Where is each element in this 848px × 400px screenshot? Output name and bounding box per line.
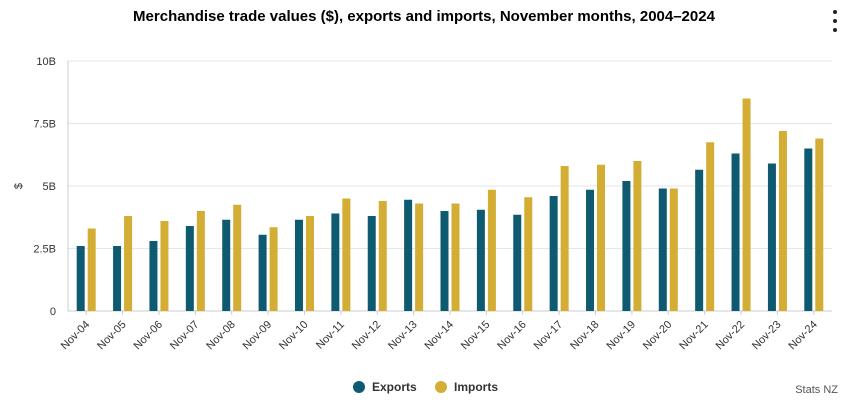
legend-item-imports[interactable]: Imports [435, 380, 498, 394]
bar-exports: Nov-13 Exports: 4.45B [404, 199, 413, 311]
bar-exports: Nov-09 Exports: 3.05B [258, 234, 267, 311]
legend-label-exports: Exports [372, 380, 417, 394]
x-tick-label: Nov-07 [168, 319, 202, 353]
bar-imports: Nov-09 Imports: 3.35B [269, 227, 278, 311]
bar-imports: Nov-13 Imports: 4.3B [415, 203, 424, 311]
bar-imports: Nov-06 Imports: 3.6B [160, 221, 169, 311]
x-tick-label: Nov-05 [95, 319, 129, 353]
x-tick-label: Nov-24 [786, 319, 820, 353]
legend-item-exports[interactable]: Exports [353, 380, 417, 394]
bar-imports: Nov-12 Imports: 4.4B [378, 201, 387, 311]
x-tick-label: Nov-13 [386, 319, 420, 353]
x-tick-label: Nov-20 [641, 319, 675, 353]
bar-exports: Nov-11 Exports: 3.9B [331, 213, 340, 311]
x-tick-label: Nov-04 [59, 319, 93, 353]
bar-exports: Nov-19 Exports: 5.2B [622, 181, 631, 311]
bar-imports: Nov-14 Imports: 4.3B [451, 203, 460, 311]
bar-exports: Nov-21 Exports: 5.65B [695, 169, 704, 311]
bar-exports: Nov-07 Exports: 3.4B [185, 226, 194, 311]
x-tick-label: Nov-08 [204, 319, 238, 353]
x-tick-label: Nov-19 [604, 319, 638, 353]
bar-exports: Nov-08 Exports: 3.65B [222, 219, 231, 311]
x-tick-label: Nov-09 [241, 319, 275, 353]
y-tick-label: 7.5B [33, 119, 56, 131]
bar-exports: Nov-05 Exports: 2.6B [113, 246, 122, 311]
bar-imports: Nov-11 Imports: 4.5B [342, 198, 351, 311]
bar-imports: Nov-23 Imports: 7.2B [778, 131, 787, 311]
chart-menu-button[interactable] [826, 10, 844, 32]
x-tick-label: Nov-10 [277, 319, 311, 353]
bar-imports: Nov-19 Imports: 6B [633, 161, 642, 311]
exports-swatch-icon [353, 381, 365, 393]
x-tick-label: Nov-14 [423, 319, 457, 353]
x-tick-label: Nov-17 [532, 319, 566, 353]
bar-exports: Nov-14 Exports: 4B [440, 211, 449, 311]
x-tick-label: Nov-23 [750, 319, 784, 353]
credit-text: Stats NZ [795, 384, 838, 396]
x-tick-label: Nov-21 [677, 319, 711, 353]
bar-imports: Nov-04 Imports: 3.3B [87, 228, 96, 311]
bar-exports: Nov-12 Exports: 3.8B [367, 216, 376, 311]
bar-imports: Nov-16 Imports: 4.55B [524, 197, 533, 311]
bar-imports: Nov-08 Imports: 4.25B [233, 204, 242, 311]
bar-imports: Nov-22 Imports: 8.5B [742, 98, 751, 311]
more-vertical-icon [833, 10, 837, 14]
y-tick-label: 10B [36, 56, 56, 68]
x-tick-label: Nov-18 [568, 319, 602, 353]
more-vertical-icon [833, 28, 837, 32]
y-tick-label: 0 [50, 306, 56, 318]
legend: Exports Imports [0, 380, 848, 400]
bar-imports: Nov-15 Imports: 4.85B [487, 189, 496, 311]
x-tick-label: Nov-15 [459, 319, 493, 353]
x-tick-label: Nov-11 [314, 319, 347, 352]
bar-imports: Nov-18 Imports: 5.85B [597, 164, 606, 311]
x-tick-label: Nov-12 [350, 319, 384, 353]
bar-exports: Nov-22 Exports: 6.3B [731, 153, 740, 311]
bar-exports: Nov-18 Exports: 4.85B [586, 189, 595, 311]
bar-exports: Nov-16 Exports: 3.85B [513, 214, 522, 311]
bar-imports: Nov-21 Imports: 6.75B [706, 142, 715, 311]
chart-title: Merchandise trade values ($), exports an… [133, 8, 715, 25]
bar-imports: Nov-24 Imports: 6.9B [815, 138, 824, 311]
bar-imports: Nov-10 Imports: 3.8B [305, 216, 314, 311]
x-tick-label: Nov-16 [495, 319, 529, 353]
bar-imports: Nov-05 Imports: 3.8B [124, 216, 133, 311]
bar-exports: Nov-04 Exports: 2.6B [76, 246, 85, 311]
imports-swatch-icon [435, 381, 447, 393]
bar-exports: Nov-24 Exports: 6.5B [804, 148, 813, 311]
more-vertical-icon [833, 19, 837, 23]
bar-exports: Nov-23 Exports: 5.9B [767, 163, 776, 311]
bar-exports: Nov-06 Exports: 2.8B [149, 241, 158, 311]
bar-exports: Nov-20 Exports: 4.9B [658, 188, 667, 311]
bar-imports: Nov-17 Imports: 5.8B [560, 166, 569, 311]
bar-exports: Nov-10 Exports: 3.65B [294, 219, 303, 311]
y-tick-label: 5B [43, 181, 56, 193]
bar-exports: Nov-17 Exports: 4.6B [549, 196, 558, 311]
bar-imports: Nov-07 Imports: 4B [196, 211, 205, 311]
x-tick-label: Nov-06 [132, 319, 166, 353]
x-tick-label: Nov-22 [714, 319, 748, 353]
y-tick-label: 2.5B [33, 244, 56, 256]
legend-label-imports: Imports [454, 380, 499, 394]
y-axis-label: $ [13, 183, 25, 189]
bar-exports: Nov-15 Exports: 4.05B [476, 209, 485, 311]
bar-imports: Nov-20 Imports: 4.9B [669, 188, 678, 311]
